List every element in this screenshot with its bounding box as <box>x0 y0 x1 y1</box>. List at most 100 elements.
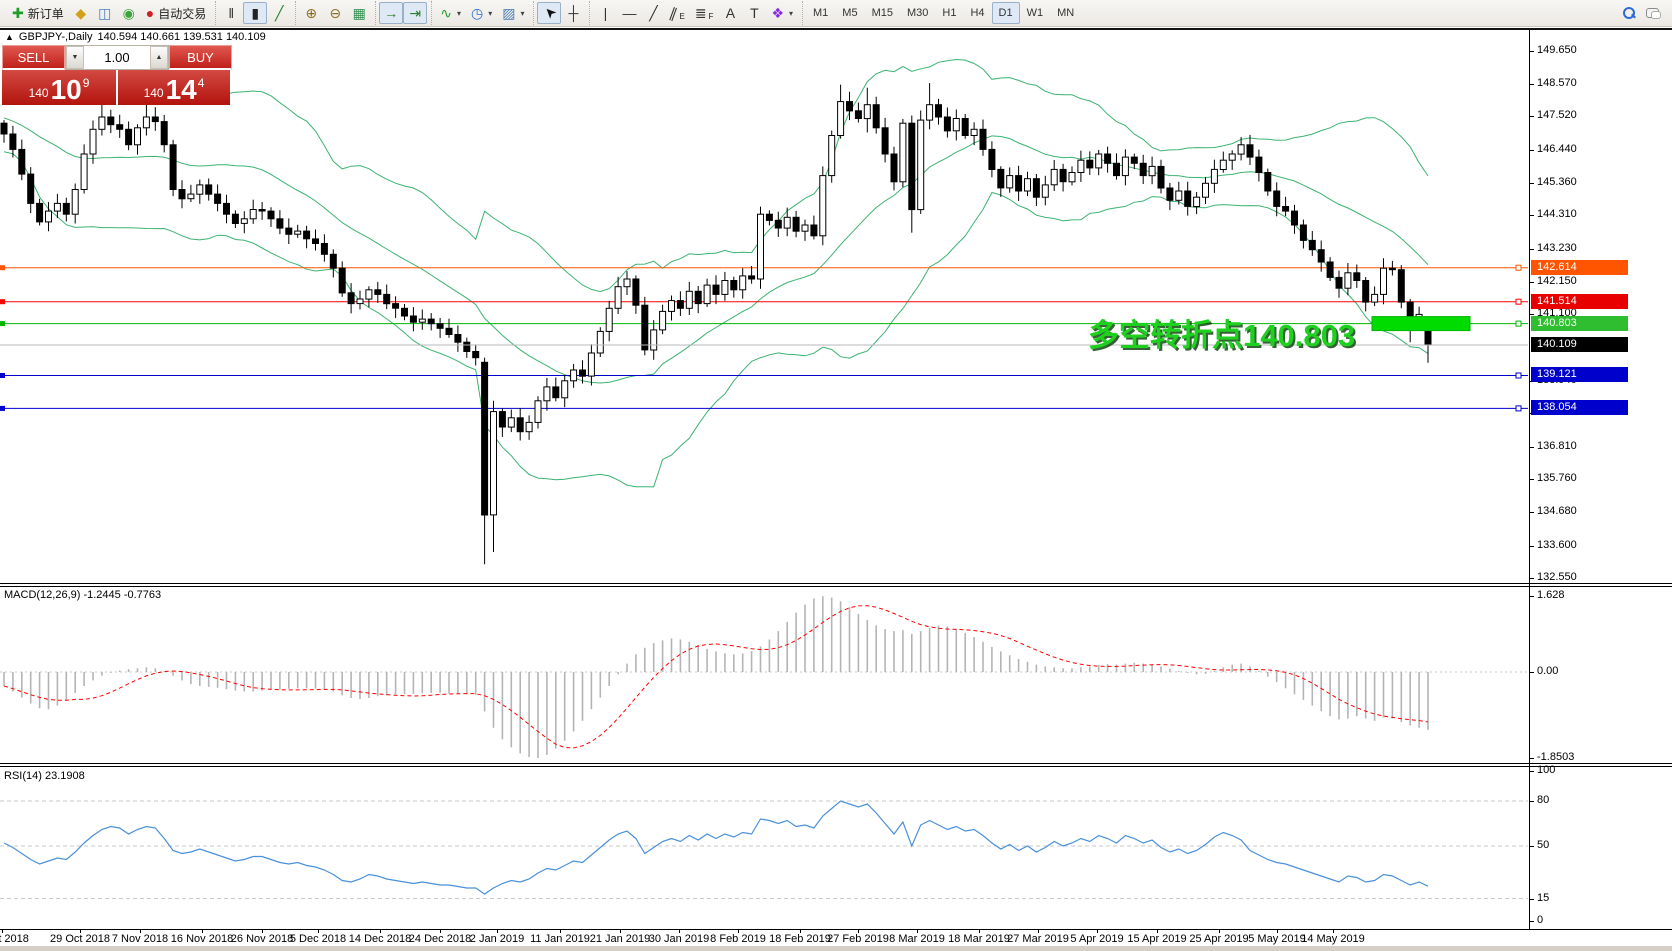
candle <box>828 135 836 177</box>
chat-button[interactable] <box>1641 2 1665 24</box>
volume-increase-button[interactable]: ▲ <box>150 46 168 69</box>
trendline-button[interactable]: ╱ <box>641 2 665 24</box>
candle <box>1397 269 1405 303</box>
candle <box>1308 239 1316 251</box>
mql-market-icon[interactable]: ◆ <box>69 2 93 24</box>
hline-handle-left[interactable] <box>0 299 5 305</box>
timeframe-h1-button[interactable]: H1 <box>942 7 957 19</box>
candle <box>0 122 8 135</box>
hline-handle-left[interactable] <box>0 405 5 411</box>
timeframe-w1-button[interactable]: W1 <box>1026 7 1044 19</box>
periods-button[interactable]: ◷ ▾ <box>466 2 497 24</box>
channel-button[interactable]: ∥ E <box>665 2 689 24</box>
timeframe-m1-button[interactable]: M1 <box>813 7 829 19</box>
sell-price[interactable]: 140 10 9 <box>2 70 116 105</box>
auto-scroll-button[interactable]: → <box>379 2 404 24</box>
bar-chart-icon: ‖ <box>228 5 235 21</box>
window-bottom-strip <box>0 946 1672 951</box>
candlestick-chart-button[interactable]: ▮ <box>243 2 268 24</box>
bar-chart-button[interactable]: ‖ <box>219 2 243 24</box>
candle <box>89 128 97 155</box>
candle <box>214 193 222 204</box>
timeframe-m5-button[interactable]: M5 <box>842 7 858 19</box>
candle <box>890 153 898 183</box>
zoom-out-button[interactable]: ⊖ <box>323 2 347 24</box>
new-order-button-label: 新订单 <box>27 6 64 21</box>
pane-separator[interactable] <box>0 583 1672 587</box>
candle <box>943 116 951 132</box>
date-tick-label: 16 Nov 2018 <box>170 933 234 945</box>
sell-button[interactable]: SELL <box>2 45 65 70</box>
price-tick-label: 144.310 <box>1537 208 1577 221</box>
profile-icon[interactable]: ◫ <box>93 2 117 24</box>
hline-handle-left[interactable] <box>0 321 5 327</box>
buy-price[interactable]: 140 14 4 <box>116 70 230 105</box>
axis-tick-mark <box>1530 116 1534 118</box>
date-tick-label: 27 Feb 2019 <box>827 933 889 945</box>
timeframe-h4-button[interactable]: H4 <box>970 7 985 19</box>
icon-subscript: E <box>679 11 685 21</box>
hline-handle-right[interactable] <box>1515 372 1522 379</box>
cursor-button[interactable]: ➤ <box>537 2 562 24</box>
timeframe-m15-button[interactable]: M15 <box>871 7 893 19</box>
candle <box>534 400 542 423</box>
fibonacci-button[interactable]: ≣ F <box>690 2 719 24</box>
candle <box>1068 172 1076 183</box>
horizontal-line-button[interactable]: — <box>617 2 641 24</box>
chart-shift-button[interactable]: ⇥ <box>403 2 428 24</box>
candle <box>303 230 311 240</box>
axis-tick-mark <box>1530 248 1534 250</box>
indicators-button[interactable]: ∿ ▾ <box>435 2 466 24</box>
candle <box>27 173 35 204</box>
candle <box>703 284 711 305</box>
crosshair-button[interactable]: ┼ <box>561 2 585 24</box>
search-button[interactable] <box>1617 2 1641 24</box>
templates-button[interactable]: ▨ ▾ <box>497 2 529 24</box>
mql-market-icon-icon: ◆ <box>75 5 87 21</box>
date-tick-label: 5 May 2019 <box>1248 933 1306 945</box>
hline-handle-right[interactable] <box>1515 320 1522 327</box>
volume-decrease-button[interactable]: ▼ <box>66 46 84 69</box>
volume-value[interactable]: 1.00 <box>104 50 130 65</box>
text-label-button[interactable]: T <box>742 2 766 24</box>
macd-signal-line <box>3 605 1429 749</box>
vertical-line-button[interactable]: | <box>593 2 617 24</box>
pane-separator[interactable] <box>0 763 1672 767</box>
date-tick-mark <box>1038 929 1039 933</box>
hline-handle-left[interactable] <box>0 373 5 378</box>
candle <box>507 417 515 428</box>
candle <box>107 116 115 126</box>
tile-windows-button[interactable]: ▦ <box>347 2 371 24</box>
dropdown-arrow-icon[interactable]: ▾ <box>520 8 525 18</box>
line-chart-button[interactable]: ╱ <box>267 2 291 24</box>
timeframe-m30-button[interactable]: M30 <box>906 7 929 19</box>
candle <box>1175 190 1183 201</box>
text-button[interactable]: A <box>718 2 742 24</box>
oneclick-collapse-icon[interactable]: ▲ <box>5 32 14 42</box>
zoom-in-button[interactable]: ⊕ <box>299 2 323 24</box>
candle <box>926 104 934 121</box>
axis-tick-mark <box>1530 479 1534 481</box>
arrows-button[interactable]: ❖ ▾ <box>766 2 798 24</box>
highlight-rectangle[interactable] <box>1371 316 1471 332</box>
dropdown-arrow-icon[interactable]: ▾ <box>456 8 461 18</box>
dropdown-arrow-icon[interactable]: ▾ <box>789 8 794 18</box>
candle <box>231 213 239 224</box>
hline-handle-right[interactable] <box>1515 264 1522 271</box>
price-tick-label: 134.680 <box>1537 505 1577 518</box>
chart-annotation-text[interactable]: 多空转折点140.803 <box>1088 318 1356 353</box>
candle <box>641 304 649 351</box>
hline-handle-right[interactable] <box>1515 405 1522 412</box>
hline-handle-right[interactable] <box>1515 298 1522 305</box>
timeframe-d1-button[interactable]: D1 <box>991 2 1020 24</box>
autotrading-button[interactable]: ● 自动交易 <box>141 2 211 24</box>
price-axis-border <box>1529 30 1530 929</box>
signals-icon[interactable]: ◉ <box>117 2 141 24</box>
dropdown-arrow-icon[interactable]: ▾ <box>488 8 493 18</box>
timeframe-mn-button[interactable]: MN <box>1057 7 1075 19</box>
date-tick-label: 5 Apr 2019 <box>1070 933 1124 945</box>
buy-button[interactable]: BUY <box>169 45 232 70</box>
candle <box>587 352 595 377</box>
new-order-button[interactable]: ✚ 新订单 <box>7 2 69 24</box>
hline-handle-left[interactable] <box>0 265 5 271</box>
